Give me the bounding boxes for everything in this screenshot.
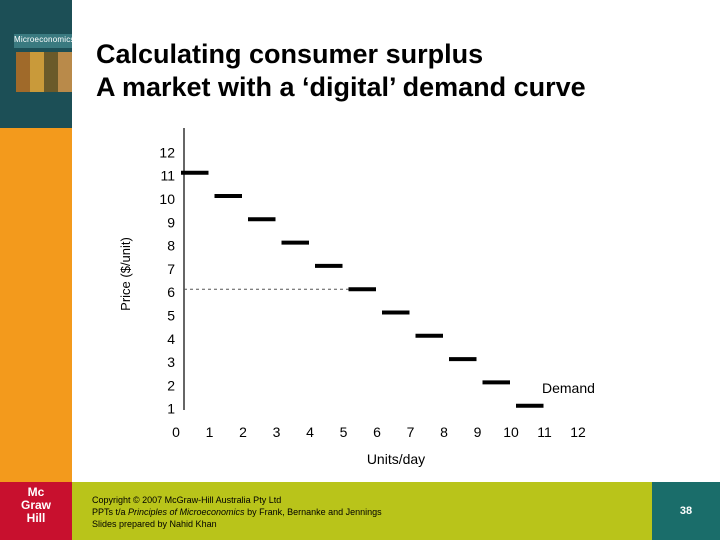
x-tick-label: 5 bbox=[340, 424, 348, 440]
y-tick-label: 6 bbox=[167, 284, 175, 300]
y-tick-label: 10 bbox=[159, 191, 175, 207]
slide-title-line-2: A market with a ‘digital’ demand curve bbox=[96, 72, 586, 102]
slide-title-line-1: Calculating consumer surplus bbox=[96, 39, 484, 69]
x-tick-label: 4 bbox=[306, 424, 314, 440]
copyright-line-3: Slides prepared by Nahid Khan bbox=[92, 519, 217, 529]
x-tick-label: 9 bbox=[474, 424, 482, 440]
x-tick-label: 1 bbox=[206, 424, 214, 440]
x-tick-label: 2 bbox=[239, 424, 247, 440]
y-tick-label: 4 bbox=[167, 331, 175, 347]
y-tick-label: 12 bbox=[159, 144, 175, 160]
y-tick-label: 8 bbox=[167, 238, 175, 254]
x-tick-label: 8 bbox=[440, 424, 448, 440]
book-cover-band bbox=[14, 34, 72, 48]
demand-label: Demand bbox=[542, 380, 595, 396]
copyright-book-title: Principles of Microeconomics bbox=[128, 507, 245, 517]
mcgraw-hill-logo: Mc Graw Hill bbox=[0, 482, 72, 540]
book-cover-photos bbox=[16, 52, 72, 92]
y-axis-label: Price ($/unit) bbox=[118, 237, 133, 311]
y-tick-label: 1 bbox=[167, 401, 175, 417]
y-tick-label: 5 bbox=[167, 308, 175, 324]
x-tick-label: 6 bbox=[373, 424, 381, 440]
copyright-line-1: Copyright © 2007 McGraw-Hill Australia P… bbox=[92, 495, 282, 505]
page-number: 38 bbox=[679, 505, 693, 517]
logo-line-2: Graw bbox=[20, 498, 51, 512]
book-cover-title: Microeconomics bbox=[14, 35, 72, 44]
y-tick-label: 9 bbox=[167, 214, 175, 230]
y-tick-label: 2 bbox=[167, 377, 175, 393]
logo-line-1: Mc bbox=[27, 485, 45, 499]
x-tick-label: 11 bbox=[537, 424, 552, 440]
copyright-line-2-prefix: PPTs t/a bbox=[92, 507, 129, 517]
logo-line-3: Hill bbox=[26, 511, 46, 525]
x-tick-label: 7 bbox=[407, 424, 415, 440]
copyright-line-2: PPTs t/a Principles of Microeconomics by… bbox=[92, 506, 382, 518]
copyright-line-2-suffix: by Frank, Bernanke and Jennings bbox=[244, 507, 382, 517]
y-tick-label: 11 bbox=[160, 168, 175, 184]
y-tick-label: 3 bbox=[167, 354, 175, 370]
footer-bar bbox=[0, 482, 720, 540]
x-tick-label: 0 bbox=[172, 424, 180, 440]
x-tick-label: 12 bbox=[570, 424, 586, 440]
page-number-box: 38 bbox=[652, 482, 720, 540]
x-axis-label: Units/day bbox=[367, 451, 425, 467]
book-cover-image: Microeconomics bbox=[0, 0, 72, 128]
slide-title: Calculating consumer surplus A market wi… bbox=[96, 38, 586, 104]
x-tick-label: 3 bbox=[273, 424, 281, 440]
y-tick-label: 7 bbox=[167, 261, 175, 277]
copyright-notice: Copyright © 2007 McGraw-Hill Australia P… bbox=[92, 494, 382, 530]
x-tick-label: 10 bbox=[503, 424, 519, 440]
